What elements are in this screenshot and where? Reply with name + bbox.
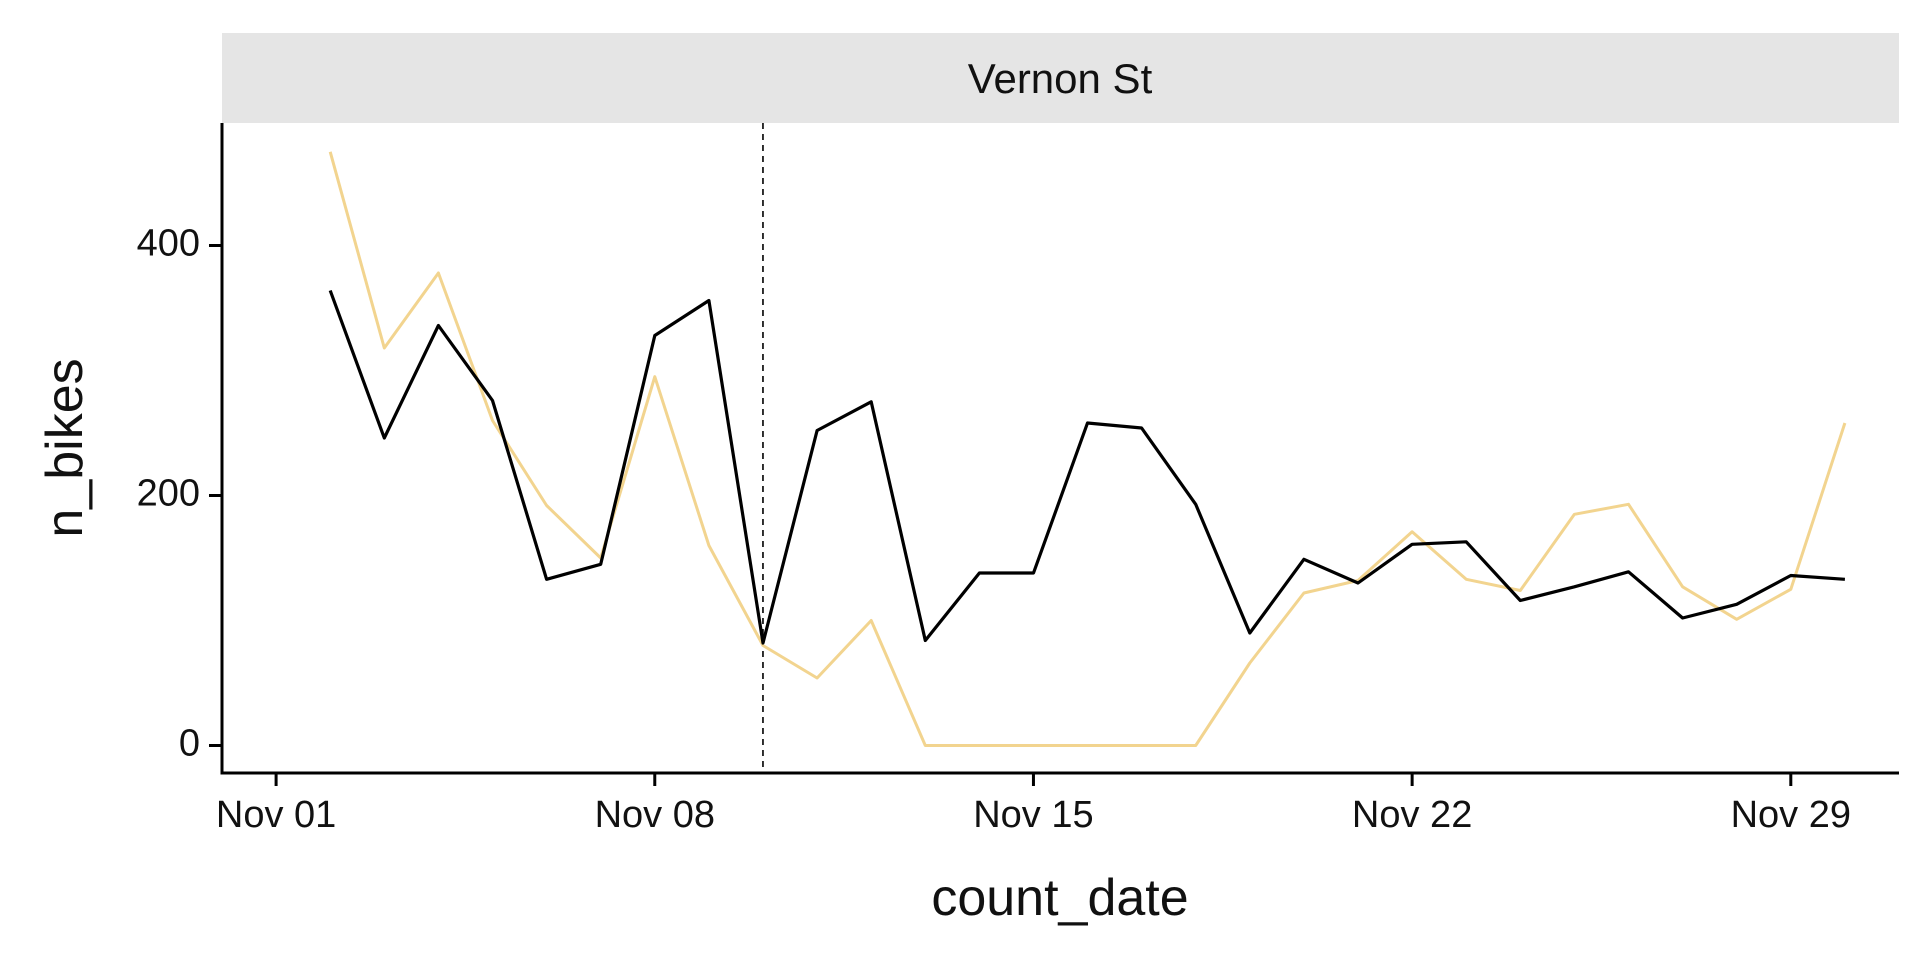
x-tick-label: Nov 01 [216,794,336,836]
facet-strip [222,33,1899,123]
y-tick-label: 400 [137,223,200,265]
x-tick-label: Nov 22 [1352,794,1472,836]
facet-title: Vernon St [968,55,1153,102]
x-tick-label: Nov 15 [973,794,1093,836]
x-axis-title: count_date [931,869,1188,927]
x-ticks: Nov 01 Nov 08 Nov 15 Nov 22 Nov 29 [216,773,1851,836]
x-tick-label: Nov 29 [1731,794,1851,836]
x-tick-label: Nov 08 [595,794,715,836]
series-line-1 [328,151,1847,747]
series-line-2 [328,289,1846,645]
y-ticks: 0 200 400 [137,223,222,765]
y-tick-label: 0 [179,723,200,765]
y-tick-label: 200 [137,473,200,515]
y-axis-title: n_bikes [36,358,94,537]
series-layer [328,151,1847,747]
